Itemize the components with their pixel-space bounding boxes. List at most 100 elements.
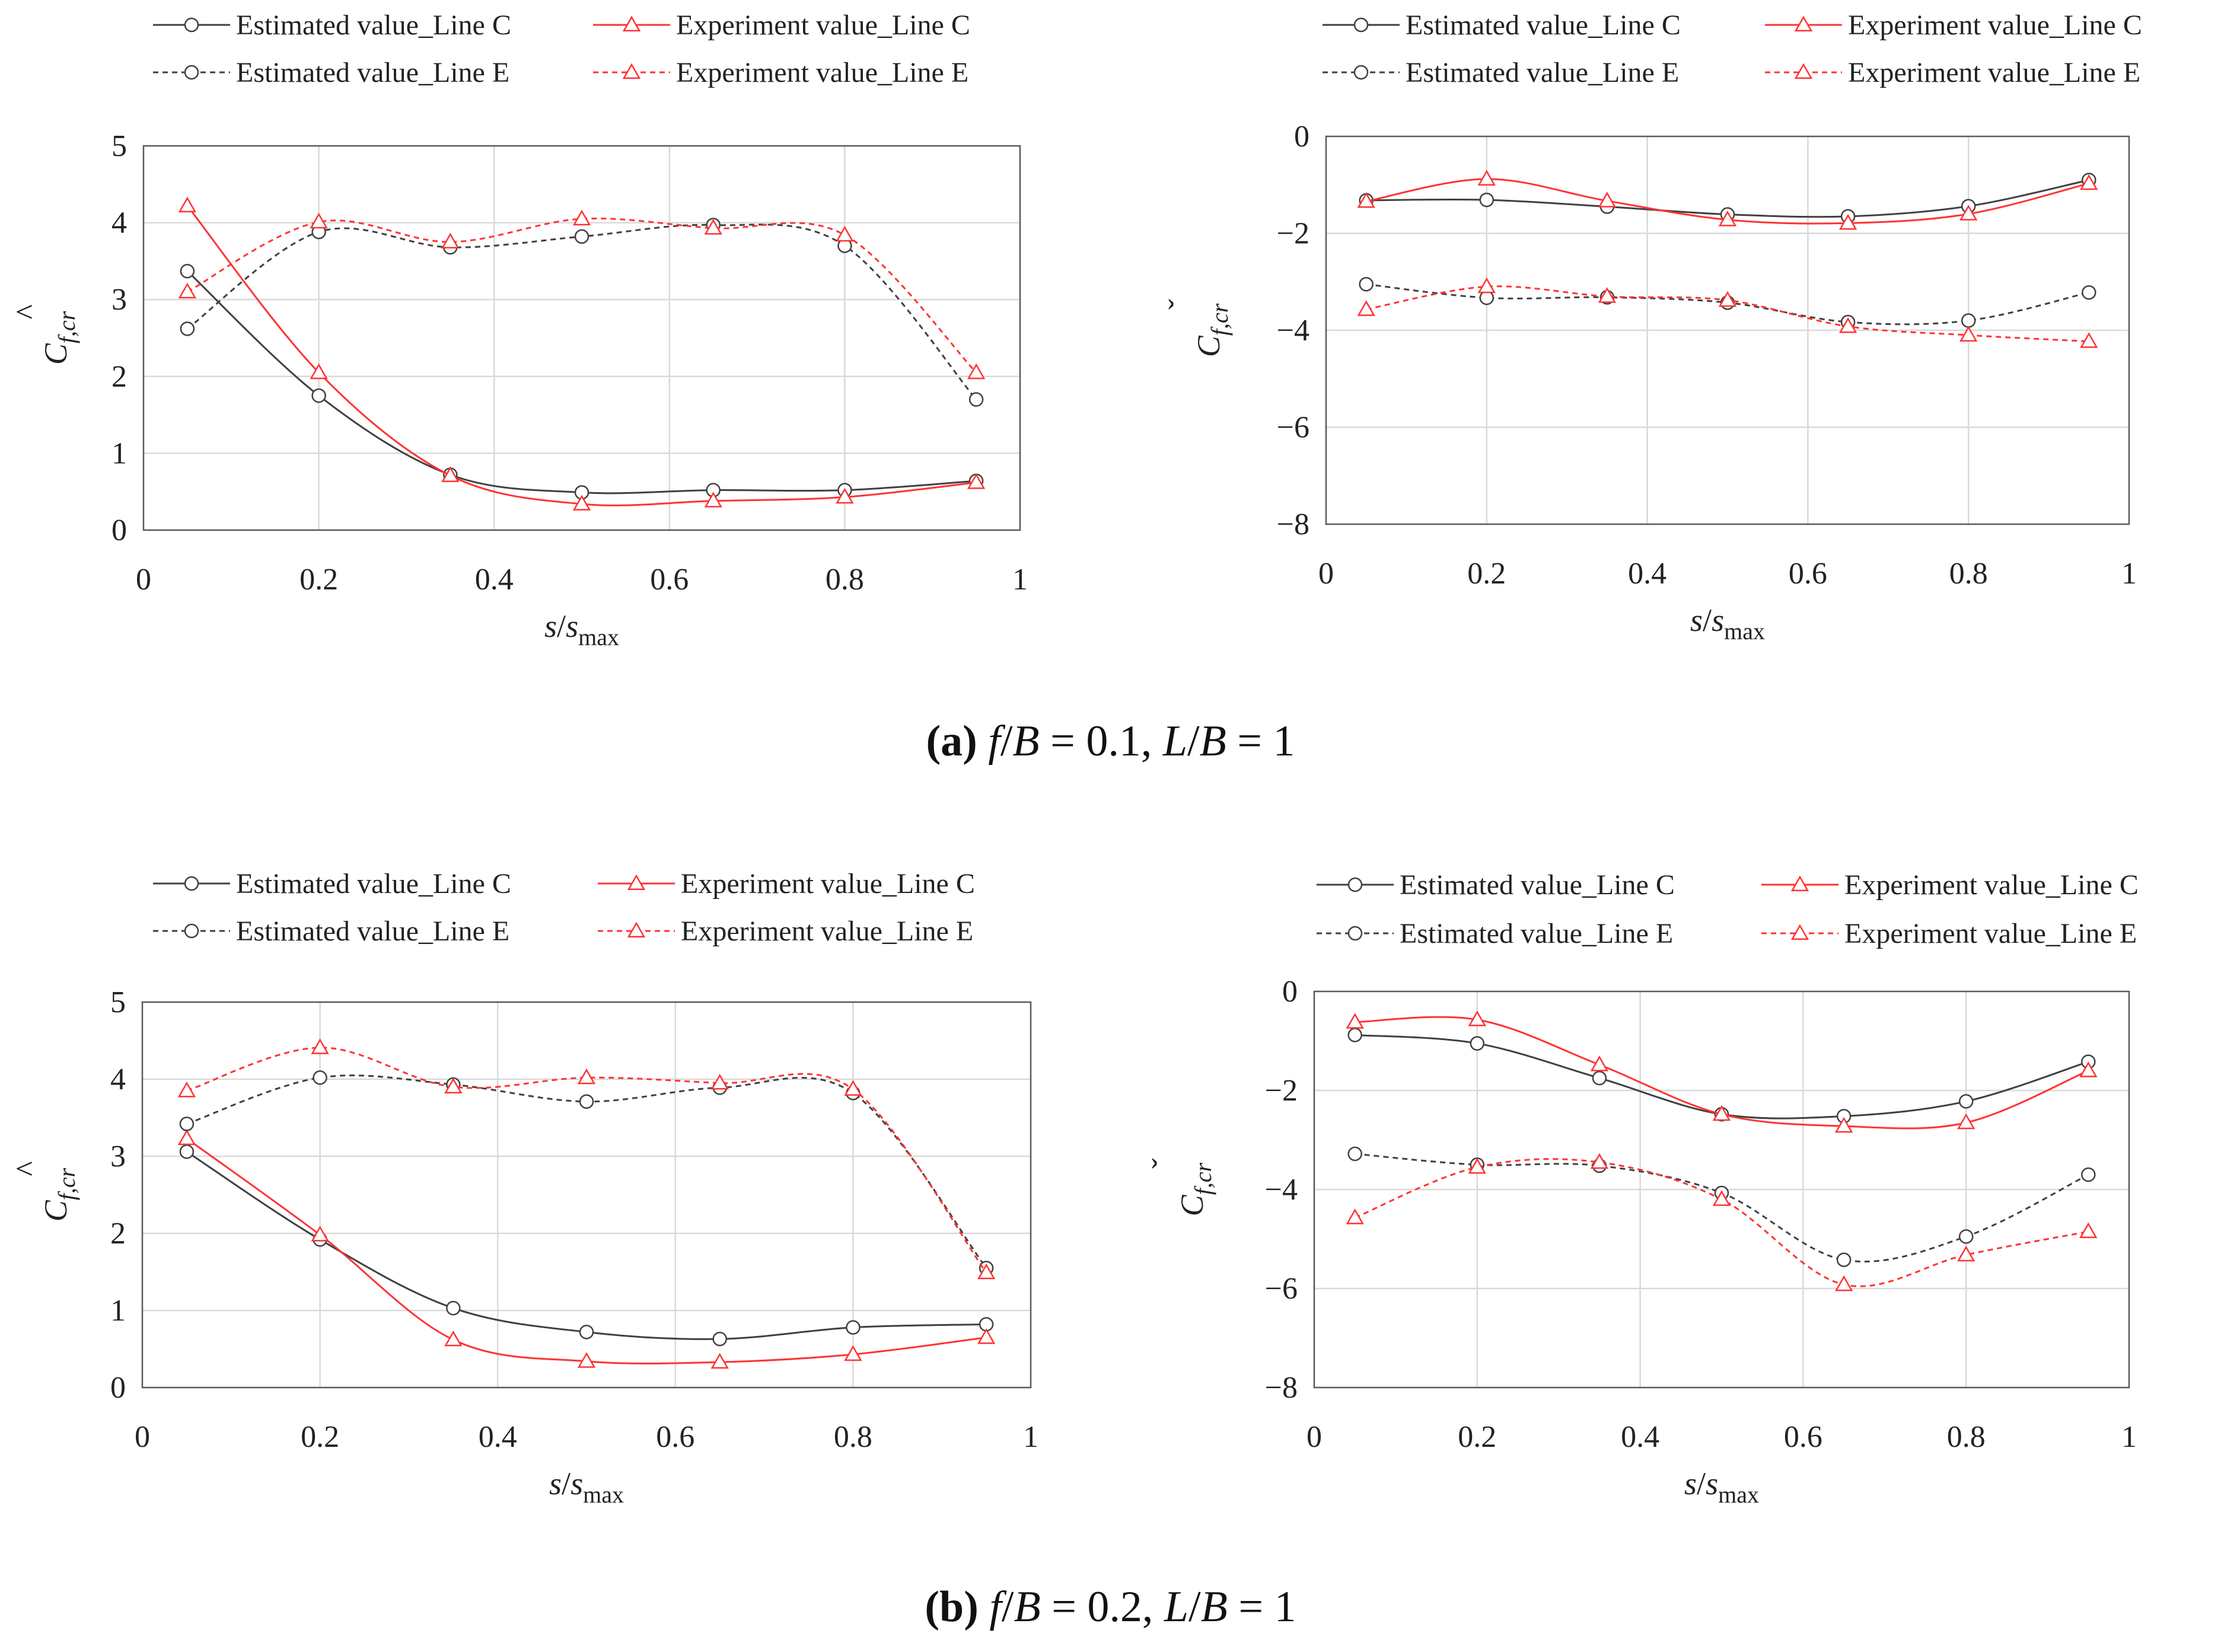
y-tick-label: 0 xyxy=(1294,120,1309,154)
data-point-estimated-line-e xyxy=(968,392,984,407)
legend-swatch-marker xyxy=(627,874,646,890)
legend-label: Experiment value_Line E xyxy=(1848,57,2140,88)
x-axis-label: s/smax xyxy=(549,1466,624,1508)
data-point-experiment-line-c xyxy=(441,466,460,482)
x-tick-label: 0.6 xyxy=(650,563,689,597)
data-point-experiment-line-e xyxy=(1477,277,1496,294)
y-tick-label: −4 xyxy=(1265,1173,1298,1207)
data-point-experiment-line-e xyxy=(444,1077,463,1093)
data-point-estimated-line-c xyxy=(846,1320,861,1335)
series-estimated-line-e xyxy=(1347,1146,2096,1267)
data-point-experiment-line-e xyxy=(1838,317,1857,333)
data-point-estimated-line-e xyxy=(579,1094,594,1109)
legend-swatch-marker xyxy=(622,15,641,31)
data-point-experiment-line-c xyxy=(1718,211,1737,227)
legend-label: Estimated value_Line E xyxy=(1400,918,1673,949)
y-tick-label: 3 xyxy=(111,283,127,317)
data-point-experiment-line-e xyxy=(1598,287,1617,303)
series-experiment-line-e xyxy=(1346,1153,2098,1291)
x-tick-label: 1 xyxy=(2121,1420,2137,1454)
data-point-experiment-line-c xyxy=(311,1226,329,1242)
data-point-estimated-line-c xyxy=(446,1300,461,1316)
y-tick-label: 1 xyxy=(111,436,127,470)
data-point-experiment-line-c xyxy=(2079,1061,2098,1077)
x-tick-label: 1 xyxy=(1012,563,1028,597)
legend-swatch-marker xyxy=(1347,877,1363,892)
data-point-experiment-line-e xyxy=(710,1073,729,1090)
legend-item-experiment-line-e: Experiment value_Line E xyxy=(1761,918,2137,949)
legend-item-experiment-line-e: Experiment value_Line E xyxy=(593,57,968,88)
data-point-experiment-line-e xyxy=(577,1068,596,1085)
legend-swatch-marker xyxy=(1347,926,1363,941)
legend-label: Estimated value_Line C xyxy=(236,868,511,900)
series-line-estimated-line-e xyxy=(1355,1153,2089,1263)
legend-item-estimated-line-c: Estimated value_Line C xyxy=(153,9,511,41)
legend-swatch-marker xyxy=(627,921,646,937)
legend-swatch-marker xyxy=(184,876,199,891)
data-point-experiment-line-e xyxy=(1712,1190,1731,1206)
data-point-estimated-line-e xyxy=(313,1070,327,1085)
data-point-estimated-line-c xyxy=(1470,1036,1485,1051)
data-point-estimated-line-c xyxy=(579,1325,594,1340)
data-point-estimated-line-c xyxy=(712,1331,727,1347)
data-point-experiment-line-e xyxy=(311,1038,329,1054)
legend-item-experiment-line-e: Experiment value_Line E xyxy=(1765,57,2140,88)
chart-a-left: 0 0.2 0.4 0.6 0.8 1 0 1 2 3 4 5 s/smax Cf,cr^ Estimate… xyxy=(9,9,1028,650)
y-tick-label: 0 xyxy=(1282,975,1298,1009)
x-tick-label: 0.6 xyxy=(1789,557,1827,591)
x-tick-label: 0.4 xyxy=(1621,1420,1659,1454)
data-point-experiment-line-c xyxy=(177,1129,196,1146)
data-point-experiment-line-e xyxy=(844,1080,862,1096)
plot-frame xyxy=(141,1001,1032,1389)
y-tick-label: −2 xyxy=(1265,1074,1298,1108)
series-line-experiment-line-c xyxy=(186,205,977,506)
y-tick-label: −8 xyxy=(1277,508,1309,541)
series-experiment-line-e xyxy=(177,1038,996,1280)
legend-item-experiment-line-c: Experiment value_Line C xyxy=(1765,9,2142,41)
data-point-experiment-line-c xyxy=(967,473,986,489)
x-tick-label: 0.4 xyxy=(475,563,514,597)
series-line-experiment-line-e xyxy=(1355,1158,2089,1287)
data-point-experiment-line-e xyxy=(704,219,722,235)
data-point-experiment-line-e xyxy=(1590,1153,1609,1169)
data-point-experiment-line-c xyxy=(977,1328,996,1344)
x-tick-label: 0.6 xyxy=(656,1420,694,1454)
data-point-experiment-line-c xyxy=(444,1330,463,1347)
legend-label: Estimated value_Line E xyxy=(1406,57,1679,88)
legend-label: Estimated value_Line E xyxy=(236,916,509,947)
legend-label: Estimated value_Line C xyxy=(1406,9,1681,41)
data-point-estimated-line-e xyxy=(1359,277,1374,292)
chart-b-left: 0 0.2 0.4 0.6 0.8 1 0 1 2 3 4 5 s/smax Cf,cr^ Estimate… xyxy=(9,868,1038,1508)
series-estimated-line-e xyxy=(179,1070,994,1275)
data-point-estimated-line-c xyxy=(311,388,326,403)
data-point-experiment-line-c xyxy=(1357,192,1375,208)
x-axis-label: s/smax xyxy=(1684,1466,1759,1508)
data-point-experiment-line-c xyxy=(1834,1117,1853,1133)
data-point-estimated-line-e xyxy=(574,229,589,244)
data-point-estimated-line-e xyxy=(1836,1252,1852,1267)
x-axis-label: s/smax xyxy=(1690,602,1765,645)
y-axis-label: Cf,cr xyxy=(38,311,80,365)
series-experiment-line-c xyxy=(177,1129,996,1369)
plot-frame xyxy=(142,145,1021,531)
y-tick-label: 4 xyxy=(111,206,127,240)
data-point-estimated-line-e xyxy=(1479,290,1495,305)
data-point-experiment-line-e xyxy=(1718,291,1737,307)
data-point-experiment-line-e xyxy=(310,212,328,229)
data-point-estimated-line-e xyxy=(180,321,195,336)
legend-item-estimated-line-c: Estimated value_Line C xyxy=(1317,869,1675,901)
data-point-estimated-line-e xyxy=(179,1117,195,1131)
data-point-estimated-line-c xyxy=(180,263,195,279)
legend-swatch-marker xyxy=(184,65,199,80)
data-point-experiment-line-c xyxy=(1959,205,1978,221)
data-point-experiment-line-c xyxy=(1598,192,1617,208)
data-point-estimated-line-e xyxy=(1961,313,1976,328)
x-tick-label: 0 xyxy=(136,563,151,597)
x-tick-label: 0.2 xyxy=(301,1420,339,1454)
x-tick-label: 0 xyxy=(1307,1420,1322,1454)
data-point-experiment-line-c xyxy=(1838,213,1857,230)
legend-label: Experiment value_Line E xyxy=(676,57,968,88)
data-point-experiment-line-c xyxy=(710,1353,729,1369)
legend-item-estimated-line-c: Estimated value_Line C xyxy=(153,868,511,900)
data-point-experiment-line-c xyxy=(1468,1010,1486,1026)
